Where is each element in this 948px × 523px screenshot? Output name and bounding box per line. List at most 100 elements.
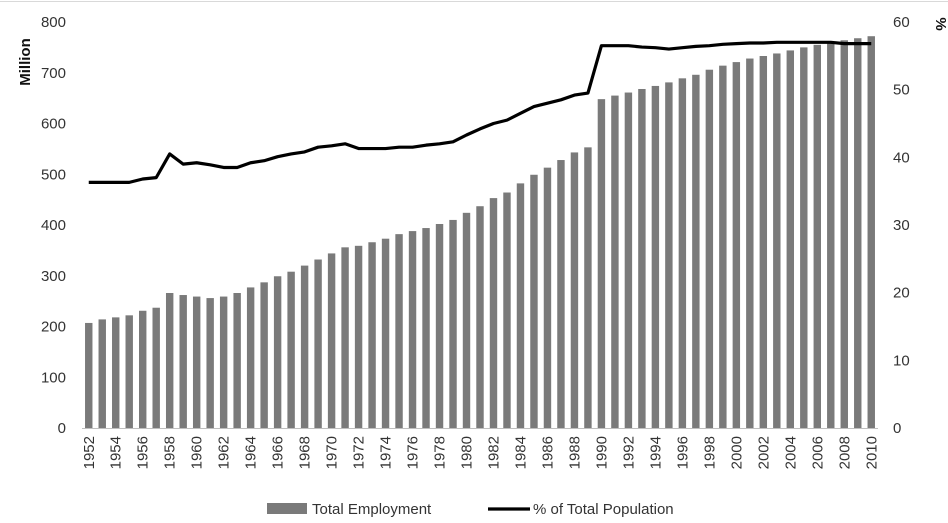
right-axis-ticks: 0 10 20 30 40 50 60 <box>893 14 910 437</box>
x-tick-label: 1996 <box>674 436 691 469</box>
x-tick-label: 1954 <box>108 436 125 469</box>
bar-1966 <box>273 276 282 428</box>
legend-label-line: % of Total Population <box>533 501 674 518</box>
right-tick-label: 0 <box>893 420 901 437</box>
left-tick-label: 800 <box>41 14 66 31</box>
x-tick-label: 1968 <box>297 436 314 469</box>
legend-swatch-bars <box>267 503 307 514</box>
bar-1999 <box>719 65 727 429</box>
bar-1965 <box>260 282 268 428</box>
x-tick-label: 1980 <box>459 436 476 469</box>
x-tick-label: 1966 <box>270 436 287 469</box>
left-tick-label: 100 <box>41 369 66 386</box>
x-tick-label: 2010 <box>863 436 880 469</box>
x-tick-label: 1956 <box>135 436 152 469</box>
left-tick-label: 300 <box>41 268 66 285</box>
left-tick-label: 0 <box>58 420 66 437</box>
bar-1992 <box>624 92 633 428</box>
right-tick-label: 50 <box>893 82 910 99</box>
bar-1961 <box>206 298 214 428</box>
bar-1957 <box>152 307 160 428</box>
x-tick-label: 2002 <box>755 436 772 469</box>
left-tick-label: 600 <box>41 116 66 133</box>
x-tick-label: 1992 <box>620 436 637 469</box>
left-axis-ticks: 0 100 200 300 400 500 600 700 800 <box>41 14 66 437</box>
bar-2000 <box>732 62 741 429</box>
bar-1958 <box>165 293 174 428</box>
bar-1996 <box>678 78 687 428</box>
bar-1954 <box>112 317 120 428</box>
legend: Total Employment % of Total Population <box>267 501 674 518</box>
left-axis-title: Million <box>17 38 34 86</box>
bar-1978 <box>435 223 444 428</box>
x-tick-label: 1972 <box>351 436 368 469</box>
left-tick-label: 500 <box>41 166 66 183</box>
x-tick-label: 1964 <box>243 436 260 469</box>
bar-2009 <box>854 38 862 429</box>
bar-1955 <box>125 315 133 428</box>
bar-1989 <box>584 147 592 428</box>
x-tick-label: 1976 <box>405 436 422 469</box>
bar-1972 <box>354 245 363 428</box>
bar-1974 <box>381 238 390 428</box>
bar-2008 <box>840 40 848 429</box>
population-percent-line <box>88 40 872 184</box>
bar-1967 <box>287 271 295 428</box>
bar-2005 <box>800 47 808 429</box>
employment-bars <box>85 36 875 429</box>
bar-1979 <box>449 219 457 428</box>
bar-1969 <box>314 259 322 428</box>
bar-1952 <box>85 322 93 428</box>
bar-1968 <box>300 265 309 428</box>
bar-1991 <box>611 95 619 428</box>
bar-1995 <box>665 82 673 428</box>
x-tick-label: 1994 <box>647 436 664 469</box>
x-tick-label: 1958 <box>162 436 179 469</box>
bar-1963 <box>233 293 241 428</box>
x-tick-label: 1982 <box>485 436 502 469</box>
bar-1960 <box>192 296 201 428</box>
x-tick-label: 2004 <box>782 436 799 469</box>
bar-1994 <box>651 85 660 428</box>
bar-1976 <box>408 231 417 428</box>
bar-1971 <box>341 247 349 428</box>
x-tick-label: 1970 <box>324 436 341 469</box>
bar-1990 <box>597 99 606 428</box>
bar-2007 <box>827 42 835 429</box>
right-tick-label: 10 <box>893 352 910 369</box>
x-tick-label: 1962 <box>216 436 233 469</box>
x-tick-label: 1998 <box>701 436 718 469</box>
left-tick-label: 400 <box>41 217 66 234</box>
bar-1959 <box>179 295 187 428</box>
bar-1998 <box>705 69 714 429</box>
x-tick-label: 2000 <box>728 436 745 469</box>
bar-1975 <box>395 234 403 428</box>
right-tick-label: 20 <box>893 285 910 302</box>
right-tick-label: 60 <box>893 14 910 31</box>
left-tick-label: 700 <box>41 65 66 82</box>
right-tick-label: 30 <box>893 217 910 234</box>
bar-1983 <box>503 192 511 428</box>
right-axis-title: % <box>932 17 948 30</box>
bar-1984 <box>516 183 525 428</box>
bar-2001 <box>746 58 754 428</box>
bar-1988 <box>570 152 579 428</box>
bar-1973 <box>368 242 376 428</box>
bar-1964 <box>246 287 255 428</box>
bar-2010 <box>867 36 875 429</box>
bar-2004 <box>786 50 795 429</box>
bar-1986 <box>543 167 552 428</box>
bar-1987 <box>557 160 565 429</box>
x-tick-label: 1960 <box>189 436 206 469</box>
left-tick-label: 200 <box>41 319 66 336</box>
right-tick-label: 40 <box>893 149 910 166</box>
x-axis-ticks: 1952 1954 1956 1958 1960 1962 1964 1966 1968 1970… <box>81 436 881 469</box>
x-tick-label: 1974 <box>378 436 395 469</box>
x-tick-label: 1984 <box>512 436 529 469</box>
bar-1980 <box>462 212 471 428</box>
x-tick-label: 1978 <box>432 436 449 469</box>
legend-label-bars: Total Employment <box>312 501 432 518</box>
bar-1962 <box>219 296 228 428</box>
x-tick-label: 1952 <box>81 436 98 469</box>
